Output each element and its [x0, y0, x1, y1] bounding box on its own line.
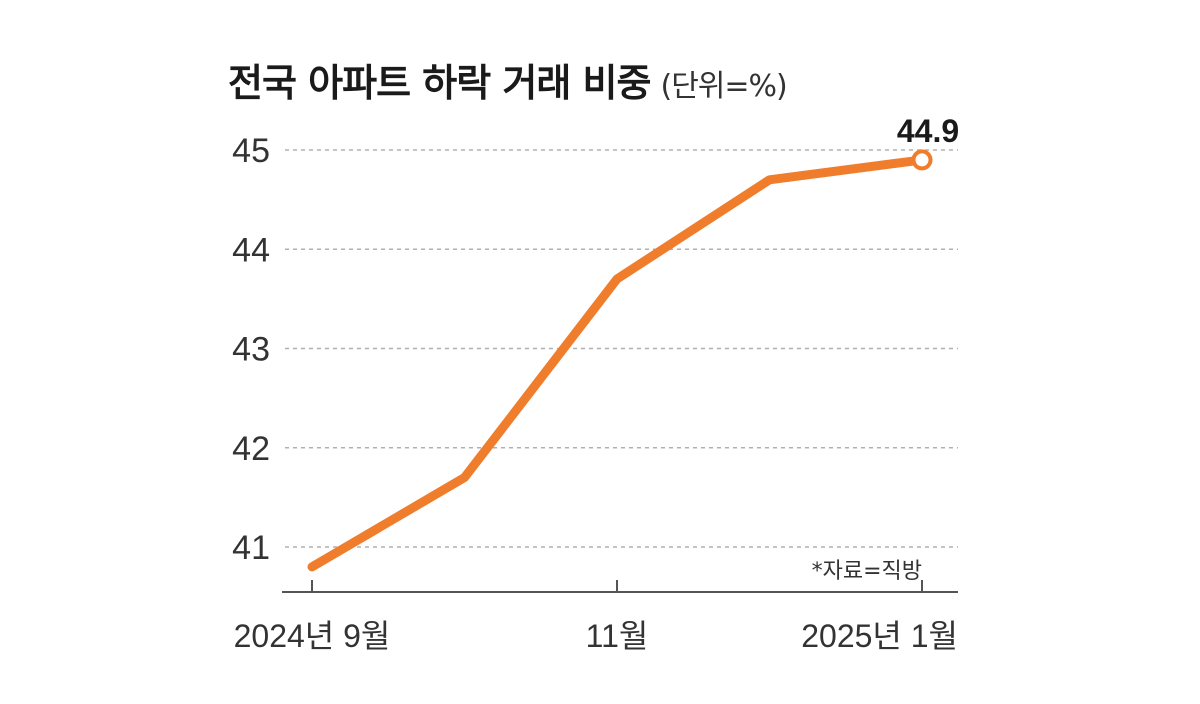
- x-tick-label-1: 11월: [586, 618, 649, 654]
- title-row: 전국 아파트 하락 거래 비중 (단위=%): [228, 52, 788, 107]
- data-point-1: [464, 477, 465, 479]
- y-tick-label-43: 43: [232, 331, 270, 369]
- data-point-0: [311, 566, 313, 568]
- data-point-4: [911, 149, 933, 171]
- x-axis: 2024년 9월 11월 2025년 1월 *자료=직방: [234, 559, 958, 654]
- x-tick-label-0: 2024년 9월: [234, 618, 391, 654]
- y-tick-label-44: 44: [232, 231, 270, 269]
- gridlines: [285, 149, 958, 548]
- source-note: *자료=직방: [812, 559, 922, 584]
- chart-title: 전국 아파트 하락 거래 비중: [228, 61, 651, 105]
- end-value-label: 44.9: [897, 113, 959, 149]
- data-labels: 44.9: [897, 113, 959, 149]
- y-tick-label-45: 45: [232, 132, 270, 170]
- data-point-3: [769, 179, 770, 181]
- series-line-group: [307, 149, 933, 572]
- y-axis-tick-labels: 41 42 43 44 45: [232, 132, 270, 567]
- data-point-2: [616, 278, 618, 280]
- series-line: [307, 155, 927, 572]
- x-tick-label-2: 2025년 1월: [801, 618, 958, 654]
- chart-unit: (단위=%): [660, 69, 787, 104]
- y-tick-label-42: 42: [232, 430, 270, 468]
- y-tick-label-41: 41: [232, 529, 270, 567]
